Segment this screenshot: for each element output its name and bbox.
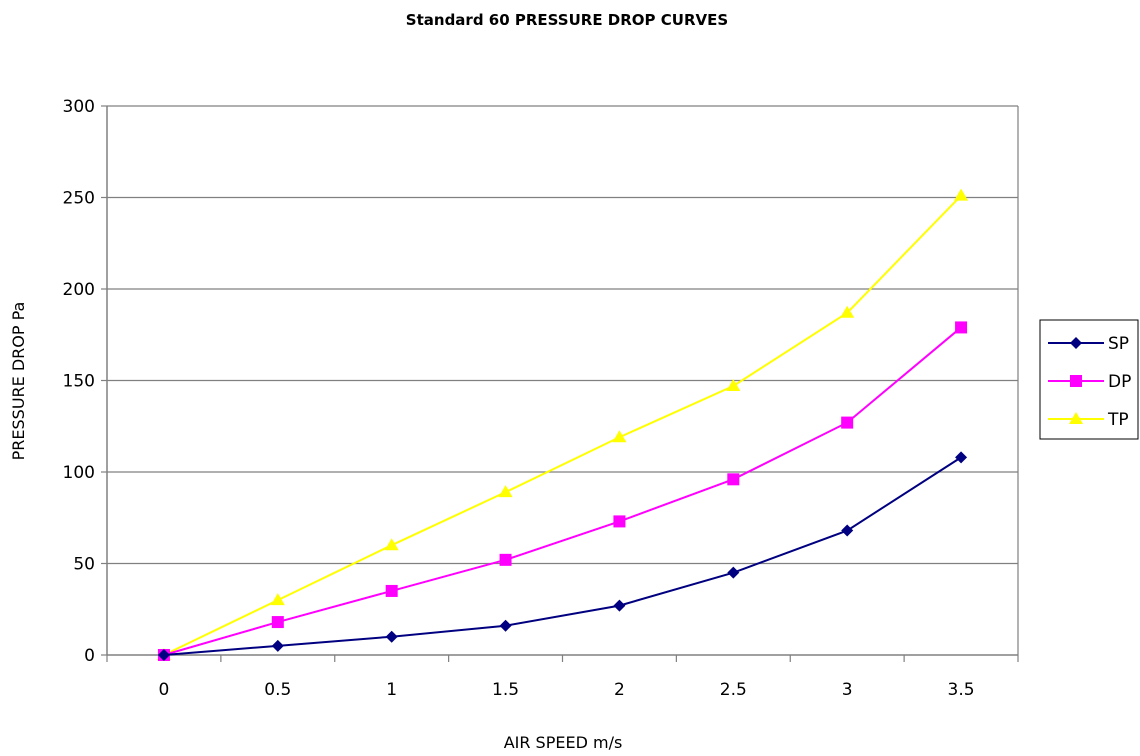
legend-label: TP xyxy=(1107,410,1129,430)
legend-item-tp: TP xyxy=(1048,410,1129,430)
sp-point xyxy=(271,639,284,652)
legend-marker-dp xyxy=(1070,375,1082,387)
dp-point xyxy=(385,584,398,597)
legend: SP DP TP xyxy=(1039,319,1139,440)
legend-label: DP xyxy=(1108,372,1131,392)
legend-item-dp: DP xyxy=(1048,372,1131,392)
tp-point xyxy=(498,485,513,498)
y-tick-label: 0 xyxy=(84,646,95,666)
tp-point xyxy=(954,188,969,201)
sp-point xyxy=(157,649,170,661)
y-axis-label: PRESSURE DROP Pa xyxy=(9,302,28,461)
dp-point xyxy=(841,416,854,429)
series-sp xyxy=(157,451,968,661)
sp-point xyxy=(955,451,968,464)
y-tick-label: 200 xyxy=(63,280,95,300)
dp-point xyxy=(499,553,512,566)
x-axis-label: AIR SPEED m/s xyxy=(504,733,623,752)
sp-point xyxy=(385,630,398,643)
tp-point xyxy=(840,305,855,318)
x-tick-label: 2 xyxy=(614,680,625,700)
x-tick-label: 0.5 xyxy=(264,680,291,700)
tp-line xyxy=(163,194,962,656)
y-tick-label: 50 xyxy=(73,555,95,575)
legend-item-sp: SP xyxy=(1048,334,1129,354)
x-tick-label: 3 xyxy=(842,680,853,700)
dp-line xyxy=(163,326,962,656)
x-tick-label: 1 xyxy=(386,680,397,700)
series-layer xyxy=(156,188,969,661)
dp-point xyxy=(271,616,284,629)
axes xyxy=(101,105,1019,662)
x-tick-label: 3.5 xyxy=(948,680,975,700)
tp-point xyxy=(384,538,399,551)
chart-title: Standard 60 PRESSURE DROP CURVES xyxy=(406,11,728,29)
sp-point xyxy=(727,566,740,579)
dp-point xyxy=(727,473,740,486)
tp-point xyxy=(270,593,285,606)
legend-marker-tp xyxy=(1069,412,1083,424)
dp-point xyxy=(955,321,968,334)
legend-marker-sp xyxy=(1070,337,1082,349)
x-tick-label: 1.5 xyxy=(492,680,519,700)
y-tick-label: 100 xyxy=(63,463,95,483)
y-tick-labels: 0 50 100 150 200 250 300 xyxy=(63,97,95,666)
gridlines xyxy=(107,105,1018,565)
dp-point xyxy=(613,515,626,528)
y-tick-label: 300 xyxy=(63,97,95,117)
tp-point xyxy=(612,430,627,443)
sp-point xyxy=(499,619,512,632)
legend-label: SP xyxy=(1108,334,1129,354)
x-tick-label: 0 xyxy=(159,680,170,700)
sp-point xyxy=(613,599,626,612)
tp-point xyxy=(726,378,741,391)
x-tick-labels: 0 0.5 1 1.5 2 2.5 3 3.5 xyxy=(159,680,975,700)
sp-point xyxy=(841,524,854,537)
sp-line xyxy=(163,456,962,656)
y-tick-label: 150 xyxy=(63,372,95,392)
y-tick-label: 250 xyxy=(63,189,95,209)
x-tick-label: 2.5 xyxy=(720,680,747,700)
